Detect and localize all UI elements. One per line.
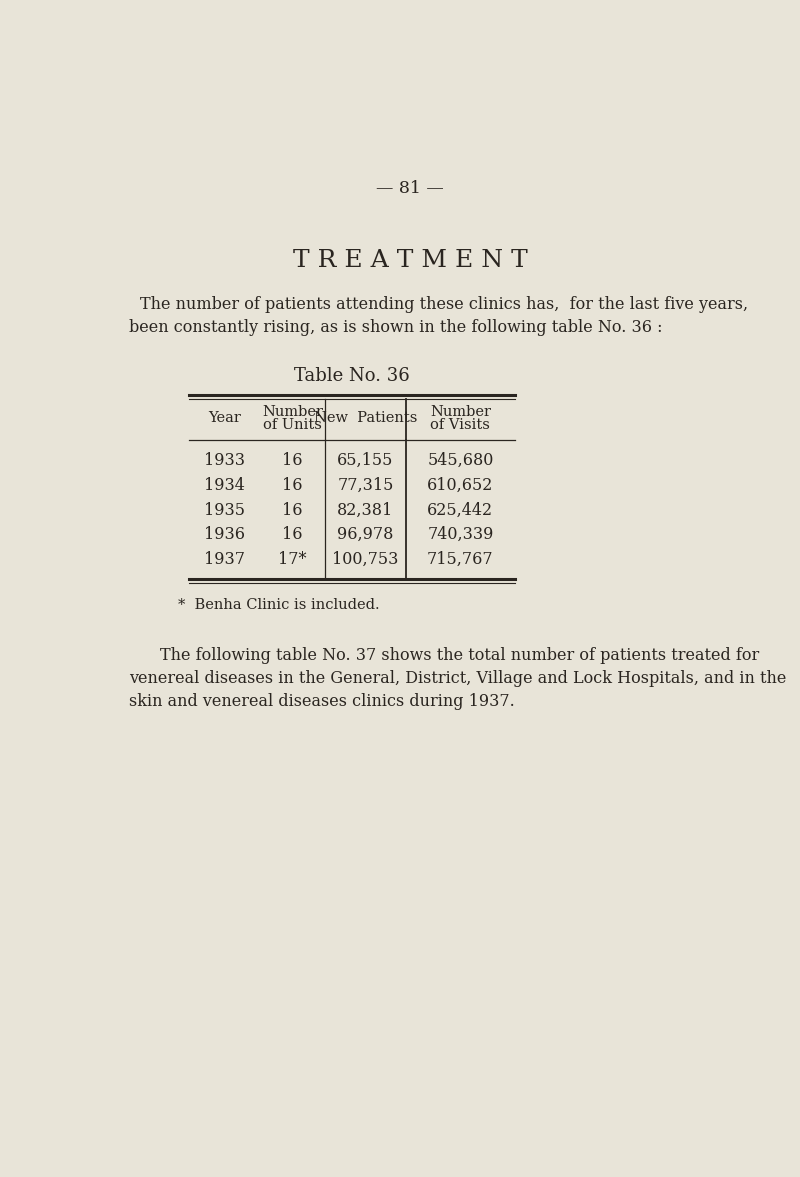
- Text: 1935: 1935: [204, 501, 246, 519]
- Text: — 81 —: — 81 —: [376, 180, 444, 198]
- Text: been constantly rising, as is shown in the following table No. 36 :: been constantly rising, as is shown in t…: [130, 319, 663, 337]
- Text: 96,978: 96,978: [338, 526, 394, 544]
- Text: of Visits: of Visits: [430, 418, 490, 432]
- Text: The following table No. 37 shows the total number of patients treated for: The following table No. 37 shows the tot…: [161, 647, 760, 664]
- Text: 1934: 1934: [204, 477, 246, 494]
- Text: T R E A T M E N T: T R E A T M E N T: [293, 250, 527, 272]
- Text: 715,767: 715,767: [427, 551, 494, 567]
- Text: skin and venereal diseases clinics during 1937.: skin and venereal diseases clinics durin…: [130, 693, 515, 710]
- Text: 16: 16: [282, 501, 303, 519]
- Text: The number of patients attending these clinics has,  for the last five years,: The number of patients attending these c…: [140, 295, 749, 313]
- Text: 1933: 1933: [204, 452, 246, 470]
- Text: 100,753: 100,753: [332, 551, 398, 567]
- Text: venereal diseases in the General, District, Village and Lock Hospitals, and in t: venereal diseases in the General, Distri…: [130, 670, 787, 687]
- Text: *  Benha Clinic is included.: * Benha Clinic is included.: [178, 598, 379, 612]
- Text: 16: 16: [282, 526, 303, 544]
- Text: 16: 16: [282, 477, 303, 494]
- Text: Number: Number: [262, 405, 323, 419]
- Text: 1937: 1937: [204, 551, 246, 567]
- Text: 545,680: 545,680: [427, 452, 494, 470]
- Text: Number: Number: [430, 405, 491, 419]
- Text: Year: Year: [208, 412, 242, 425]
- Text: 17*: 17*: [278, 551, 307, 567]
- Text: 610,652: 610,652: [427, 477, 494, 494]
- Text: New  Patients: New Patients: [314, 412, 417, 425]
- Text: 77,315: 77,315: [338, 477, 394, 494]
- Text: 65,155: 65,155: [338, 452, 394, 470]
- Text: of Units: of Units: [263, 418, 322, 432]
- Text: 740,339: 740,339: [427, 526, 494, 544]
- Text: 625,442: 625,442: [427, 501, 494, 519]
- Text: 16: 16: [282, 452, 303, 470]
- Text: Table No. 36: Table No. 36: [294, 367, 410, 385]
- Text: 1936: 1936: [204, 526, 246, 544]
- Text: 82,381: 82,381: [338, 501, 394, 519]
